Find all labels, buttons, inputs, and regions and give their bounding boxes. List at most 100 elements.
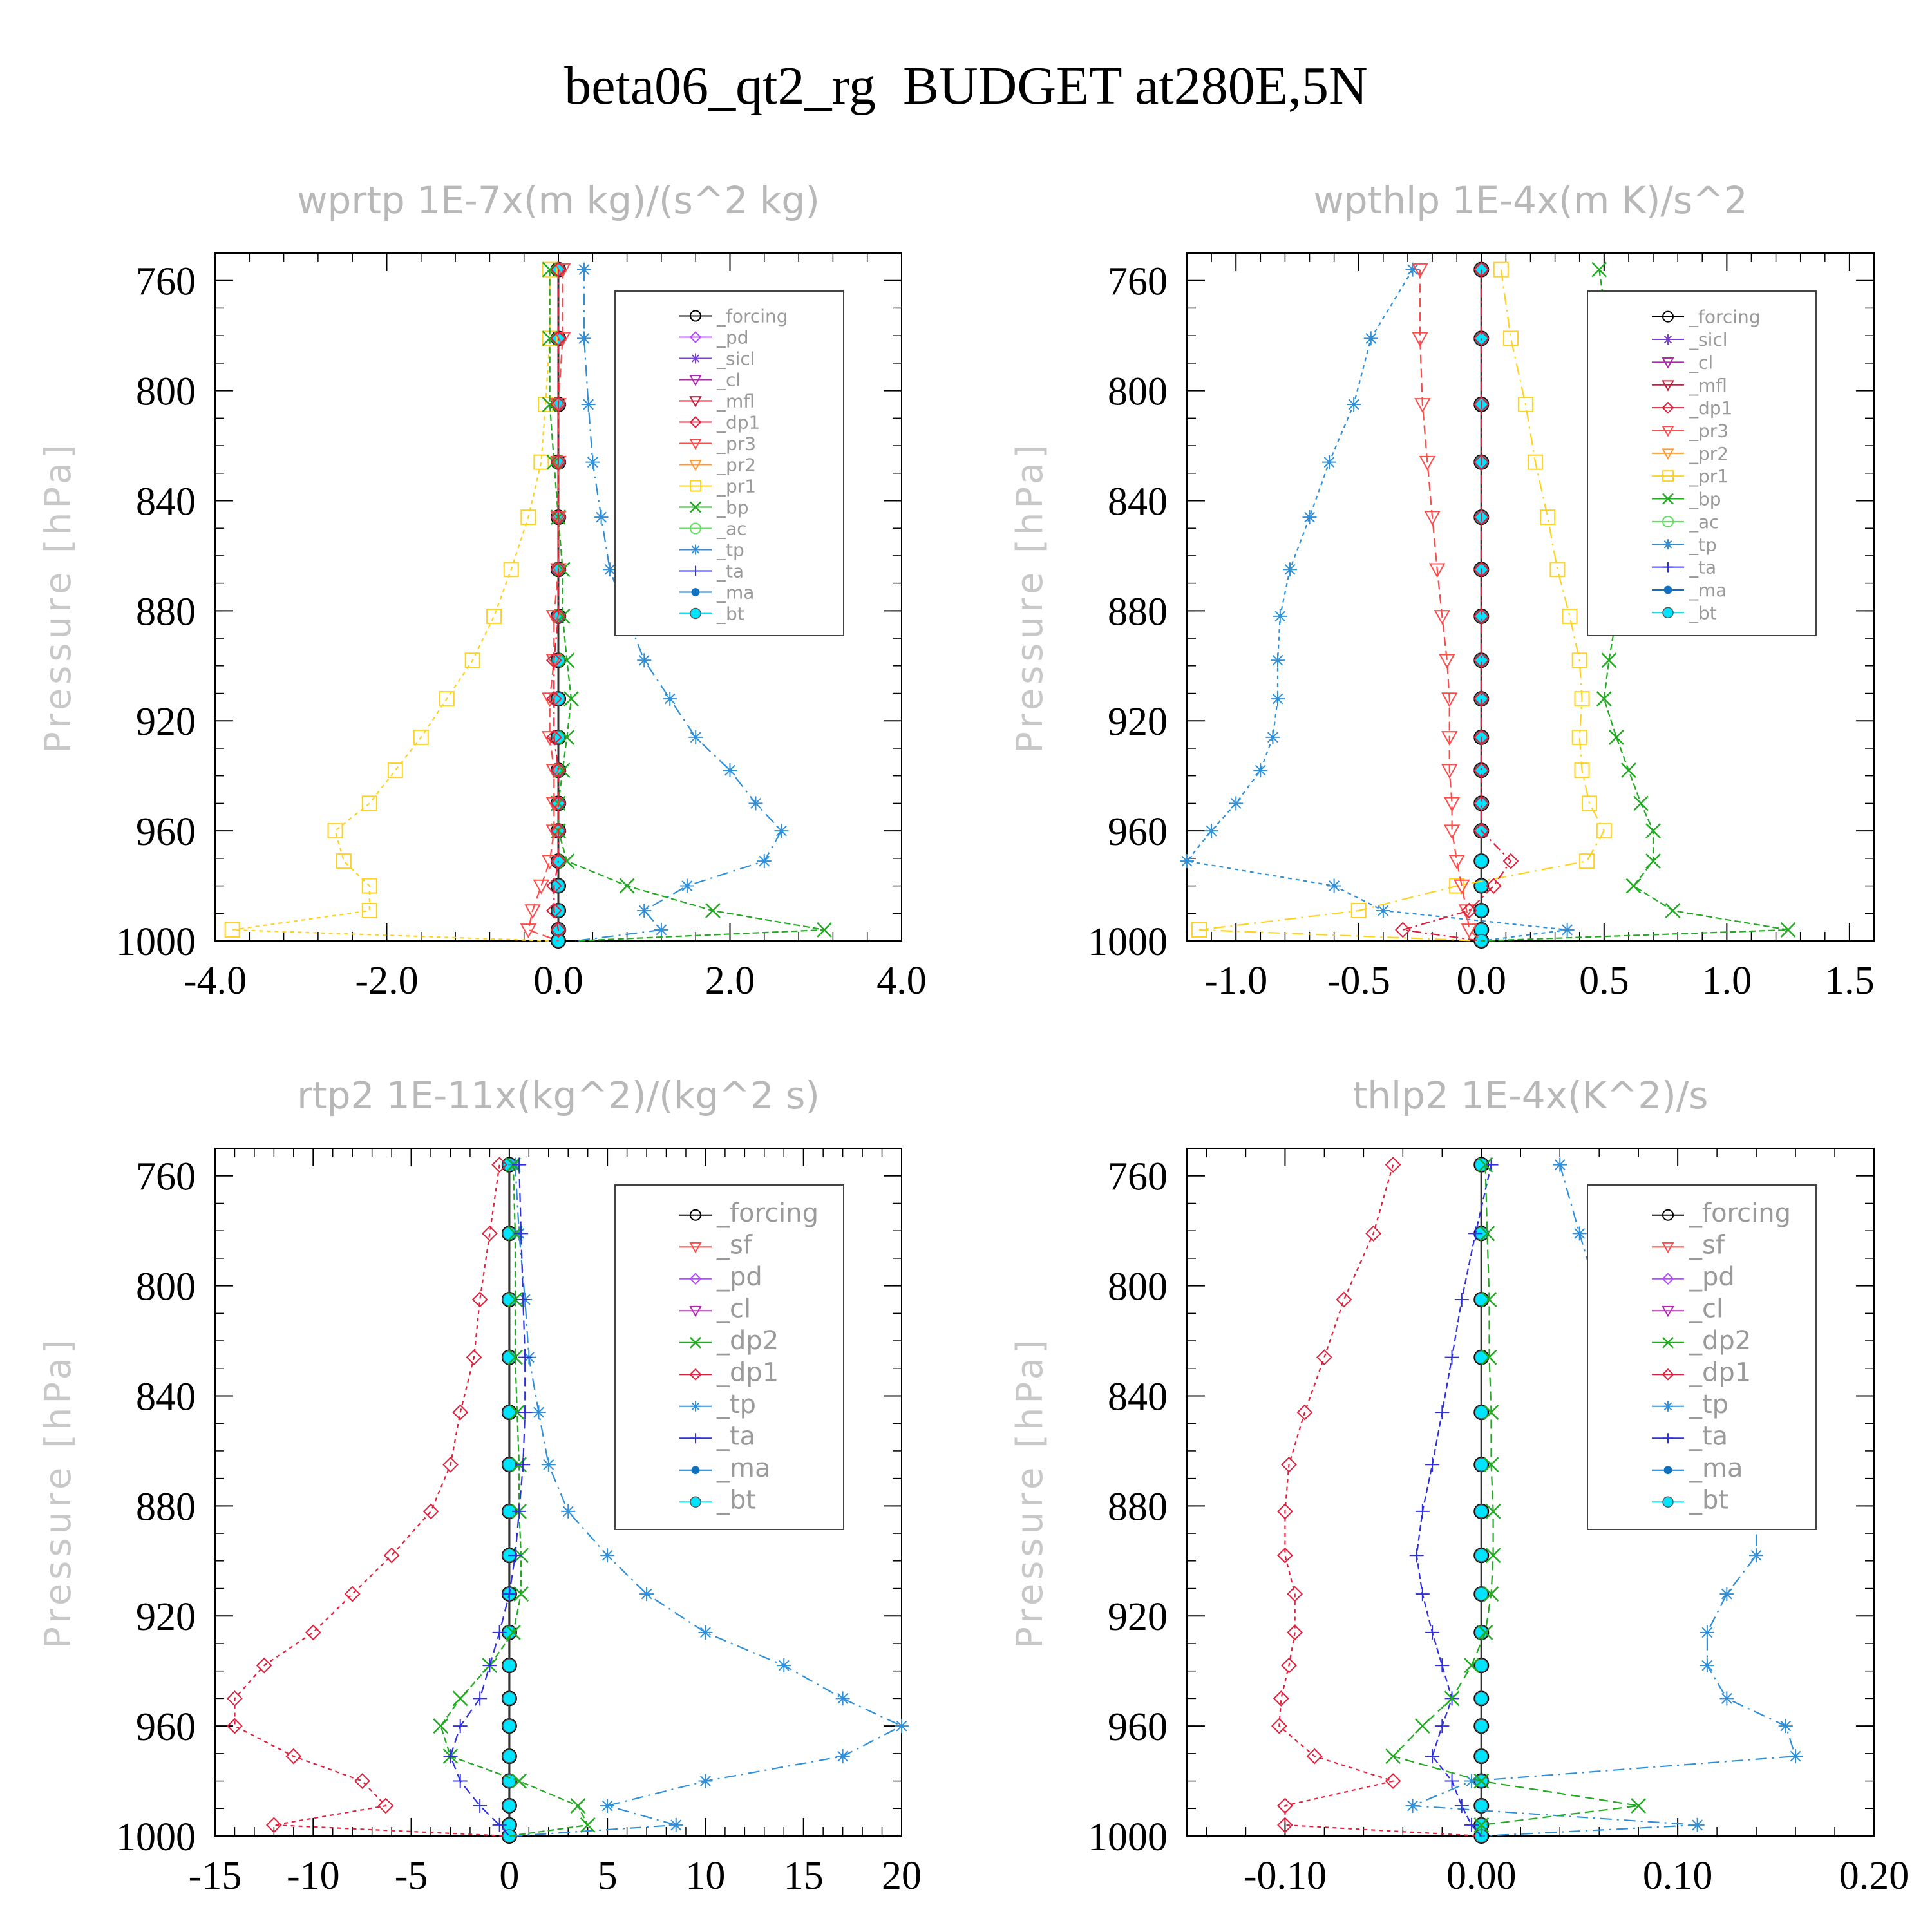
data-point-pr3	[541, 692, 558, 708]
legend-marker	[689, 1242, 702, 1254]
y-tick-label: 880	[136, 1485, 196, 1529]
x-tick-label: 1.0	[1702, 959, 1752, 1003]
data-point-dp1	[550, 795, 567, 811]
data-point-dp1	[1365, 1226, 1382, 1242]
data-point-ta	[516, 1292, 531, 1307]
x-tick-label: -4.0	[184, 959, 247, 1003]
y-tick-label: 880	[1108, 1485, 1168, 1529]
data-point-bt	[551, 878, 565, 893]
data-point-tp	[835, 1691, 850, 1706]
data-point-dp2	[1473, 1773, 1490, 1789]
data-point-ta	[473, 1799, 488, 1814]
data-point-bp	[1625, 878, 1642, 894]
data-point-tp	[1271, 692, 1285, 706]
data-point-dp2	[1477, 1624, 1493, 1640]
y-tick-label: 760	[136, 1155, 196, 1199]
data-point-dp1	[1473, 454, 1490, 471]
legend-label: _ma	[1689, 1454, 1743, 1483]
data-point-ta	[1454, 1292, 1469, 1307]
legend-marker	[689, 460, 702, 471]
data-point-dp1	[1502, 853, 1519, 869]
legend-marker	[690, 565, 701, 576]
data-point-pr1	[1562, 608, 1578, 624]
series-line-dp2	[440, 1164, 589, 1837]
legend-marker	[690, 1209, 701, 1221]
data-point-bp	[1645, 853, 1661, 869]
data-point-dp2	[1485, 1504, 1501, 1519]
data-point-dp1	[1277, 1503, 1293, 1520]
series-line-dp1	[1278, 1164, 1482, 1837]
legend-marker	[1662, 380, 1674, 392]
data-point-pr3	[1428, 563, 1446, 578]
legend-label: _ta	[1689, 557, 1716, 578]
data-point-pr1	[1493, 261, 1509, 278]
data-point-dp1	[1473, 396, 1490, 413]
legend-marker	[689, 1273, 702, 1285]
legend-label: _dp1	[716, 1358, 779, 1387]
legend-marker	[1662, 470, 1674, 482]
data-point-tp	[1322, 455, 1337, 469]
data-point-ta	[516, 1457, 531, 1472]
data-point-pr3	[1448, 855, 1465, 870]
series-line-tp	[575, 269, 782, 942]
data-point-pr3	[1434, 610, 1451, 625]
data-point-tp	[581, 397, 596, 412]
x-tick-label: 0.10	[1643, 1854, 1713, 1898]
data-point-dp1	[1271, 1718, 1287, 1734]
legend-marker	[1662, 493, 1674, 505]
legend-label: _pr1	[716, 476, 756, 497]
data-point-dp1	[481, 1226, 498, 1242]
legend-marker	[691, 1466, 700, 1475]
data-point-tp	[774, 824, 789, 838]
legend-marker	[1662, 1209, 1674, 1221]
data-point-dp1	[550, 561, 567, 578]
legend-marker	[690, 310, 701, 322]
data-point-dp1	[550, 853, 567, 869]
x-tick-label: 0	[499, 1854, 519, 1898]
data-point-pr3	[1461, 923, 1477, 938]
legend-marker	[1662, 607, 1674, 619]
data-point-bp	[817, 922, 832, 938]
data-point-tp	[1347, 397, 1361, 412]
legend-label: _tp	[716, 540, 744, 561]
legend-marker	[1663, 1433, 1673, 1444]
legend-label: _bt	[1689, 602, 1717, 623]
data-point-tp	[637, 904, 652, 918]
data-point-tp	[1788, 1749, 1803, 1764]
legend-label: _mfl	[716, 391, 755, 412]
data-point-dp1	[256, 1657, 272, 1674]
data-point-tp	[1271, 653, 1285, 668]
data-point-pr1	[361, 795, 377, 811]
legend-marker	[689, 1305, 702, 1318]
data-point-dp2	[452, 1690, 468, 1707]
data-point-bp	[1621, 762, 1636, 779]
x-tick-label: -0.10	[1244, 1854, 1327, 1898]
data-point-pr1	[387, 762, 403, 779]
legend-marker	[690, 607, 701, 620]
data-point-dp1	[550, 822, 567, 839]
legend-label: _forcing	[1689, 1198, 1791, 1228]
data-point-dp1	[550, 396, 567, 413]
data-point-dp1	[1473, 729, 1490, 746]
x-tick-label: 4.0	[876, 959, 927, 1003]
x-tick-label: -15	[189, 1854, 242, 1898]
legend-marker	[1662, 1242, 1674, 1254]
legend-marker	[1662, 515, 1674, 527]
x-tick-label: 15	[784, 1854, 824, 1898]
data-point-pr3	[545, 654, 563, 669]
legend-label: _dp1	[1689, 397, 1732, 419]
legend-marker	[690, 1496, 701, 1508]
data-point-dp1	[550, 509, 567, 526]
y-tick-label: 840	[136, 1375, 196, 1419]
legend-marker	[691, 588, 700, 596]
legend-marker	[690, 353, 701, 364]
legend-label: _pr1	[1689, 466, 1728, 487]
data-point-pr1	[533, 454, 549, 470]
legend-label: _ta	[716, 561, 744, 582]
legend-label: _pd	[716, 327, 749, 348]
data-point-pr3	[524, 904, 541, 920]
data-point-bp	[1608, 729, 1624, 745]
x-tick-label: 1.5	[1824, 959, 1875, 1003]
data-point-tp	[723, 763, 737, 778]
